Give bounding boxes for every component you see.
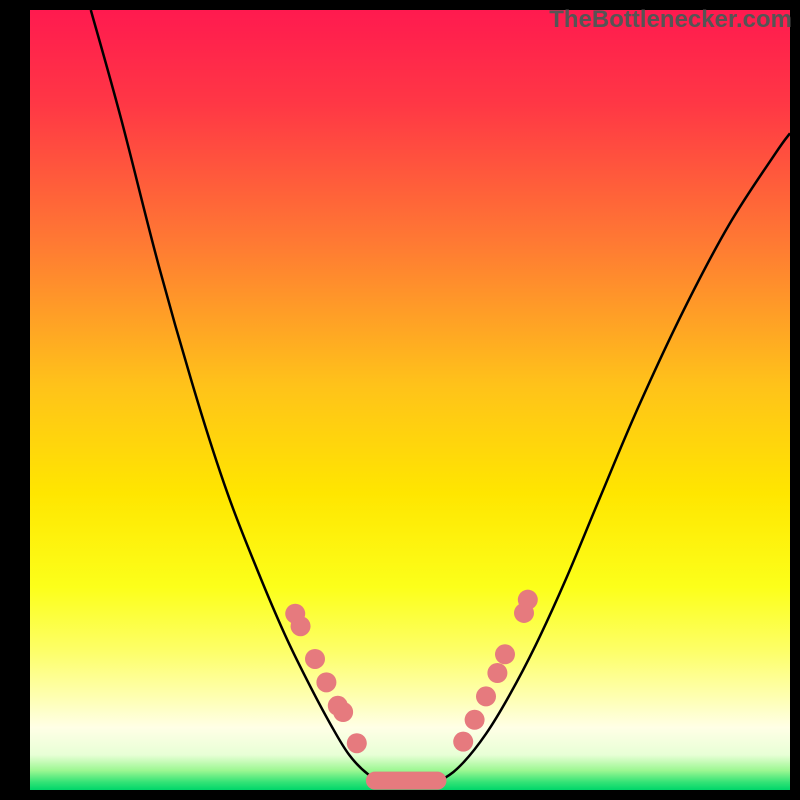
marker-floor-bar (366, 772, 447, 790)
curve-layer (30, 10, 790, 790)
marker-dot (495, 644, 515, 664)
marker-dot (291, 616, 311, 636)
chart-root: { "chart": { "type": "line", "dimensions… (0, 0, 800, 800)
watermark: TheBottlenecker.com (549, 6, 792, 34)
marker-dot (465, 710, 485, 730)
bottleneck-curve (91, 10, 790, 787)
marker-dot (487, 663, 507, 683)
marker-dot (347, 733, 367, 753)
marker-dot (305, 649, 325, 669)
marker-dot (476, 686, 496, 706)
marker-dot (333, 702, 353, 722)
marker-dot (518, 590, 538, 610)
marker-dot (453, 732, 473, 752)
marker-dot (316, 672, 336, 692)
plot-area (30, 10, 790, 790)
